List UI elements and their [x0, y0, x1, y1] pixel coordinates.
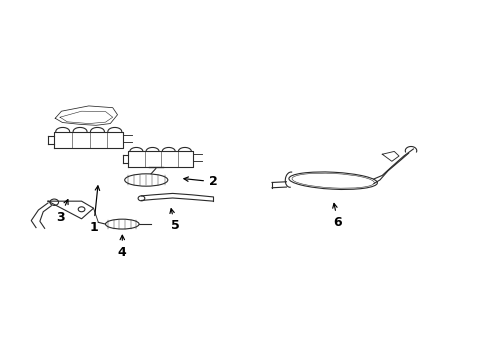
- Text: 5: 5: [170, 209, 179, 232]
- Text: 3: 3: [56, 199, 68, 224]
- Text: 2: 2: [183, 175, 217, 188]
- Text: 6: 6: [332, 203, 342, 229]
- Text: 4: 4: [118, 235, 126, 259]
- Text: 1: 1: [89, 186, 100, 234]
